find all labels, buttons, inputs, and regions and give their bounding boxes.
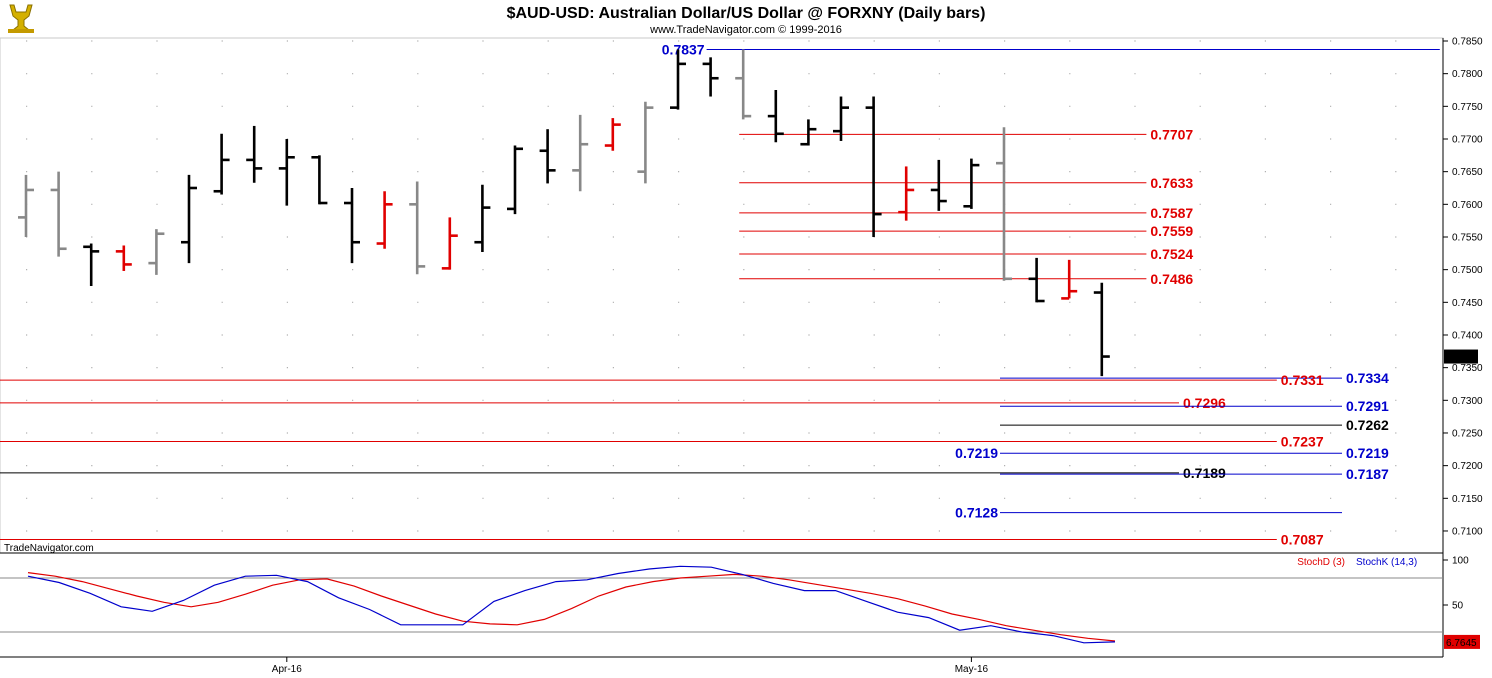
last-price-label: 0.7367 [1447,353,1478,364]
level-label: 0.7524 [1150,246,1193,262]
ohlc-bar [376,191,393,249]
ohlc-bar [344,187,360,264]
ohlc-bar [507,145,523,215]
y-tick-label: 0.7650 [1452,167,1483,178]
level-label: 0.7707 [1150,126,1193,142]
stoch-y-tick-label: 50 [1452,601,1464,612]
level-label: 0.7486 [1150,271,1193,287]
bars-layer [18,49,1110,377]
ohlc-bar [637,101,654,184]
y-tick-label: 0.7450 [1452,298,1483,309]
level-label: 0.7219 [955,445,998,461]
level-label: 0.7128 [955,505,998,521]
level-label: 0.7633 [1150,175,1193,191]
last-price-marker: 0.7367 [1444,349,1478,364]
y-tick-label: 0.7750 [1452,102,1483,113]
y-tick-label: 0.7550 [1452,232,1483,243]
ohlc-bar [702,57,719,97]
ohlc-bar [213,133,230,195]
watermark-text: TradeNavigator.com [4,543,94,554]
ohlc-bar [767,89,784,143]
ohlc-bar [1028,257,1045,303]
ohlc-bar [441,217,458,270]
ohlc-bar [474,184,491,253]
level-label: 0.7587 [1150,205,1193,221]
ohlc-bar [572,114,589,192]
x-tick-label: May-16 [955,664,989,675]
x-axis: Apr-16 May-16 [272,657,989,675]
y-tick-label: 0.7300 [1452,396,1483,407]
ohlc-bar [865,96,882,237]
level-label: 0.7331 [1281,372,1324,388]
ohlc-bar [800,119,817,146]
y-tick-label: 0.7400 [1452,330,1483,341]
level-label: 0.7334 [1346,370,1389,386]
ohlc-bar [963,158,980,209]
level-label: 0.7187 [1346,466,1389,482]
ohlc-bar [181,174,197,264]
stochD-line [27,572,1116,642]
level-label: 0.7559 [1150,223,1193,239]
y-tick-label: 0.7500 [1452,265,1483,276]
level-label: 0.7262 [1346,417,1389,433]
legend-stochK: StochK (14,3) [1356,557,1417,568]
ohlc-bar [833,96,849,141]
ohlc-bar [115,245,132,271]
ohlc-bar [18,174,34,237]
ohlc-bar [898,166,915,221]
price-y-axis: 0.7850 0.7800 0.7750 0.7700 0.7650 0.7600 0.75… [1443,37,1483,537]
legend-stochD: StochD (3) [1297,557,1345,568]
stochastic-panel: 100 50 StochD (3) StochK (14,3) 6.7645 [0,556,1480,649]
y-tick-label: 0.7850 [1452,37,1483,48]
level-label: 0.7291 [1346,398,1389,414]
last-price-box [1444,349,1478,364]
y-tick-label: 0.7350 [1452,363,1483,374]
ohlc-bar [539,129,556,184]
ohlc-bar [83,243,100,286]
stoch-last-label: 6.7645 [1446,638,1477,649]
ohlc-bar [311,155,328,205]
ohlc-bar [930,159,947,211]
ohlc-bar [604,118,621,151]
copyright-text: www.TradeNavigator.com © 1999-2016 [649,24,842,36]
ohlc-bar [278,138,295,206]
level-label: 0.7837 [662,41,705,57]
y-tick-label: 0.7150 [1452,494,1483,505]
ohlc-bar [670,49,686,110]
stochK-line [27,565,1116,644]
level-label: 0.7219 [1346,445,1389,461]
y-tick-label: 0.7250 [1452,428,1483,439]
stoch-y-tick-label: 100 [1452,556,1469,567]
chart-title: $AUD-USD: Australian Dollar/US Dollar @ … [507,5,986,22]
level-label: 0.7296 [1183,395,1226,411]
stoch-last-box [1444,634,1480,649]
y-tick-label: 0.7700 [1452,134,1483,145]
level-label: 0.7189 [1183,465,1226,481]
levels-layer: 0.7837 0.7707 0.7633 0.7587 0.7559 0.7524 0.74… [0,41,1440,547]
y-tick-label: 0.7600 [1452,200,1483,211]
ohlc-bar [50,171,67,257]
y-tick-label: 0.7100 [1452,526,1483,537]
ohlc-bar [246,125,263,183]
ohlc-bar [1061,259,1078,300]
ohlc-bar [735,49,752,120]
ohlc-bar [1093,282,1110,377]
ohlc-bar [409,181,426,275]
ohlc-bar [148,229,165,275]
y-tick-label: 0.7200 [1452,461,1483,472]
level-label: 0.7087 [1281,531,1324,547]
y-tick-label: 0.7800 [1452,69,1483,80]
x-tick-label: Apr-16 [272,664,302,675]
logo-icon [8,4,34,33]
ohlc-bar [996,127,1012,281]
level-label: 0.7237 [1281,433,1324,449]
